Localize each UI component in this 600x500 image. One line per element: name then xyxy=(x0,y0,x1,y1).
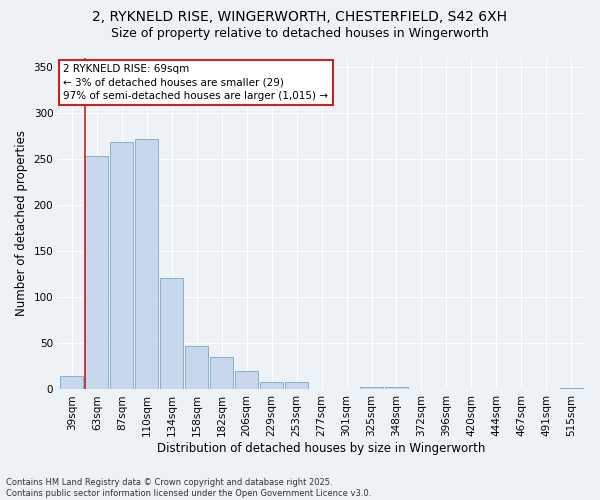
Text: Contains HM Land Registry data © Crown copyright and database right 2025.
Contai: Contains HM Land Registry data © Crown c… xyxy=(6,478,371,498)
Bar xyxy=(210,357,233,390)
Bar xyxy=(285,382,308,390)
Bar xyxy=(110,142,133,390)
Bar xyxy=(310,388,333,390)
Bar xyxy=(385,386,408,390)
Y-axis label: Number of detached properties: Number of detached properties xyxy=(15,130,28,316)
Bar xyxy=(235,371,258,390)
Bar xyxy=(260,382,283,390)
X-axis label: Distribution of detached houses by size in Wingerworth: Distribution of detached houses by size … xyxy=(157,442,486,455)
Text: 2 RYKNELD RISE: 69sqm
← 3% of detached houses are smaller (29)
97% of semi-detac: 2 RYKNELD RISE: 69sqm ← 3% of detached h… xyxy=(64,64,328,100)
Bar xyxy=(560,388,583,390)
Bar xyxy=(185,346,208,390)
Bar xyxy=(160,278,183,390)
Text: Size of property relative to detached houses in Wingerworth: Size of property relative to detached ho… xyxy=(111,28,489,40)
Bar xyxy=(61,376,83,390)
Bar xyxy=(136,138,158,390)
Text: 2, RYKNELD RISE, WINGERWORTH, CHESTERFIELD, S42 6XH: 2, RYKNELD RISE, WINGERWORTH, CHESTERFIE… xyxy=(92,10,508,24)
Bar xyxy=(360,386,383,390)
Bar xyxy=(85,156,109,390)
